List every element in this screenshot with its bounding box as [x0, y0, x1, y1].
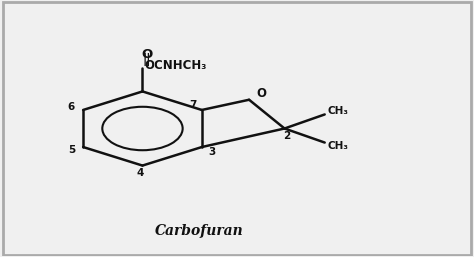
Text: OCNHCH₃: OCNHCH₃ — [144, 59, 206, 72]
Text: 6: 6 — [68, 102, 75, 112]
Text: 2: 2 — [283, 131, 291, 141]
Text: 3: 3 — [209, 147, 216, 157]
Text: O: O — [142, 48, 153, 61]
Text: ||: || — [143, 53, 152, 66]
Text: 4: 4 — [137, 168, 144, 178]
Text: 5: 5 — [68, 145, 75, 155]
Text: CH₃: CH₃ — [327, 106, 348, 116]
Text: O: O — [256, 87, 266, 100]
Text: Carbofuran: Carbofuran — [155, 224, 244, 238]
Text: 7: 7 — [190, 100, 197, 110]
Text: CH₃: CH₃ — [327, 141, 348, 151]
